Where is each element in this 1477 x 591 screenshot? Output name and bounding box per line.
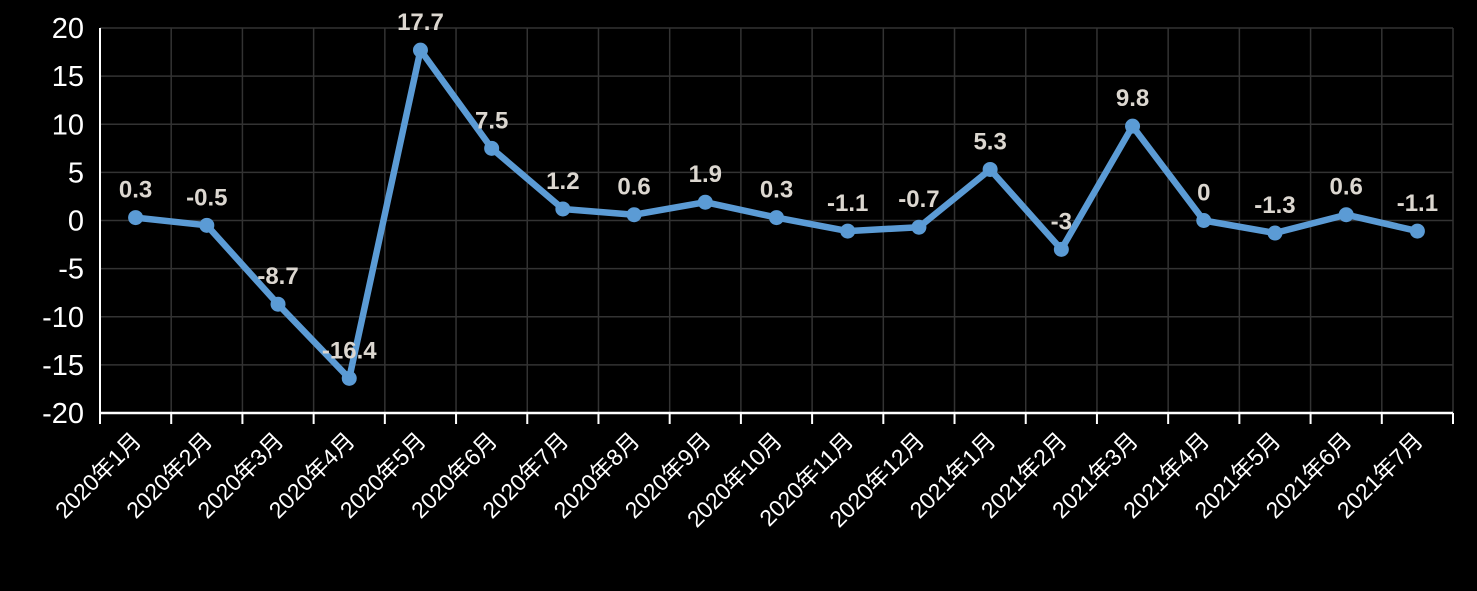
data-point	[1196, 213, 1212, 228]
data-point-label: -3	[1051, 208, 1072, 235]
y-tick-label: 10	[52, 109, 84, 141]
data-point	[982, 161, 998, 177]
data-point-label: 7.5	[475, 107, 508, 134]
data-point-label: 0.3	[119, 177, 152, 204]
data-point-label: 0.3	[760, 177, 793, 204]
data-point	[1409, 223, 1425, 239]
data-point	[1267, 225, 1283, 241]
data-point-label: 0.6	[1329, 174, 1362, 201]
data-point	[1338, 207, 1354, 223]
data-point-label: -1.1	[827, 190, 868, 217]
data-point	[270, 296, 286, 312]
data-point-label: -1.1	[1397, 190, 1438, 217]
data-point	[555, 201, 571, 217]
data-labels: 0.3 -0.5 -8.7 -16.4 17.7 7.5 1.2 0.6 1.9 0.3 -1.1 -…	[119, 9, 1438, 364]
data-point-label: -0.7	[898, 186, 939, 213]
data-point	[697, 194, 713, 210]
y-tick-label: 20	[52, 13, 84, 45]
data-point-label: -8.7	[257, 263, 298, 290]
x-axis-tick-labels: 2020年1月2020年2月2020年3月2020年4月2020年5月2020年…	[50, 427, 1428, 532]
y-tick-label: -20	[42, 398, 84, 430]
y-tick-label: -5	[58, 254, 84, 286]
data-point	[1053, 241, 1069, 257]
data-point-label: 1.9	[689, 161, 722, 188]
y-axis-tick-labels: 20 15 10 5 0 -5 -10 -15 -20	[42, 13, 84, 430]
data-point-label: 17.7	[397, 9, 444, 36]
data-point	[128, 210, 144, 226]
data-point-label: 5.3	[973, 128, 1006, 155]
data-point	[199, 217, 215, 233]
data-point-label: -16.4	[322, 337, 377, 364]
data-point	[341, 370, 357, 386]
data-point-label: 9.8	[1116, 85, 1149, 112]
data-point	[840, 223, 856, 239]
gridlines	[100, 27, 1454, 413]
y-tick-label: -10	[42, 302, 84, 334]
data-point	[911, 219, 927, 235]
data-point-label: 0	[1197, 180, 1210, 207]
data-point-label: -0.5	[186, 184, 227, 211]
y-tick-label: -15	[42, 350, 84, 382]
data-series	[128, 42, 1425, 386]
data-point-label: -1.3	[1254, 192, 1295, 219]
data-point	[626, 207, 642, 223]
y-tick-label: 5	[68, 157, 84, 189]
data-point	[1125, 118, 1141, 134]
data-point-label: 0.6	[617, 174, 650, 201]
y-tick-label: 0	[68, 206, 84, 238]
data-point	[769, 210, 784, 226]
axes	[99, 28, 1454, 424]
data-point-label: 1.2	[546, 168, 579, 195]
y-tick-label: 15	[52, 61, 84, 93]
data-point	[412, 42, 428, 58]
data-point	[484, 140, 500, 156]
